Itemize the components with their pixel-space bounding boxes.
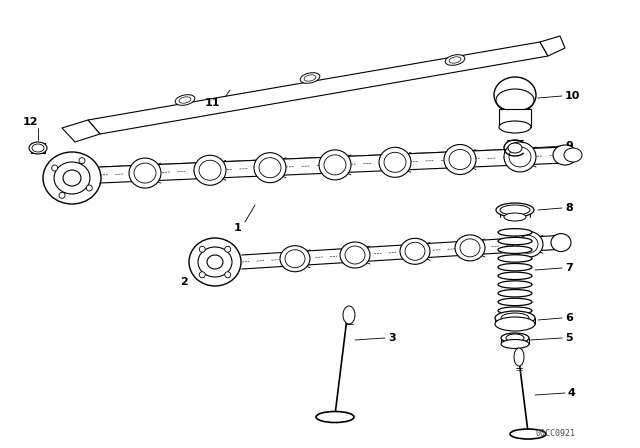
Ellipse shape: [518, 235, 538, 253]
Ellipse shape: [509, 147, 531, 167]
Ellipse shape: [324, 155, 346, 175]
Ellipse shape: [551, 233, 571, 252]
Ellipse shape: [29, 142, 47, 154]
Ellipse shape: [343, 306, 355, 324]
Circle shape: [79, 158, 85, 164]
Ellipse shape: [444, 145, 476, 175]
Ellipse shape: [259, 158, 281, 178]
Ellipse shape: [198, 247, 232, 277]
Text: 8: 8: [565, 203, 573, 213]
Ellipse shape: [498, 281, 532, 288]
Ellipse shape: [384, 152, 406, 172]
Circle shape: [199, 272, 205, 278]
Ellipse shape: [496, 89, 534, 111]
Ellipse shape: [498, 255, 532, 262]
Ellipse shape: [498, 237, 532, 245]
Ellipse shape: [504, 213, 526, 221]
Ellipse shape: [455, 235, 485, 261]
Ellipse shape: [179, 97, 191, 103]
Polygon shape: [540, 36, 565, 56]
Ellipse shape: [498, 307, 532, 314]
Ellipse shape: [514, 348, 524, 366]
Ellipse shape: [285, 250, 305, 268]
Ellipse shape: [498, 298, 532, 306]
Ellipse shape: [134, 163, 156, 183]
Ellipse shape: [498, 228, 532, 236]
Ellipse shape: [504, 142, 536, 172]
Ellipse shape: [495, 311, 535, 325]
Ellipse shape: [340, 242, 370, 268]
Text: 9: 9: [565, 141, 573, 151]
Ellipse shape: [460, 239, 480, 257]
Text: 3: 3: [388, 333, 396, 343]
Ellipse shape: [300, 73, 320, 83]
Ellipse shape: [495, 317, 535, 331]
Ellipse shape: [513, 231, 543, 257]
Text: 4: 4: [568, 388, 576, 398]
Text: 6: 6: [565, 313, 573, 323]
Ellipse shape: [189, 238, 241, 286]
Ellipse shape: [499, 121, 531, 133]
Text: 12: 12: [22, 117, 38, 127]
Ellipse shape: [498, 272, 532, 280]
Ellipse shape: [506, 334, 524, 342]
Ellipse shape: [553, 145, 577, 165]
Circle shape: [199, 246, 205, 252]
Ellipse shape: [254, 153, 286, 183]
Ellipse shape: [500, 205, 530, 215]
Polygon shape: [88, 42, 548, 134]
Text: 2: 2: [180, 277, 188, 287]
Circle shape: [225, 272, 231, 278]
Polygon shape: [62, 120, 100, 142]
Circle shape: [86, 185, 92, 191]
Text: 10: 10: [565, 91, 580, 101]
Bar: [499, 109, 531, 127]
Ellipse shape: [43, 152, 101, 204]
Ellipse shape: [405, 242, 425, 260]
Ellipse shape: [449, 57, 461, 63]
Ellipse shape: [501, 313, 529, 323]
Text: 11: 11: [204, 98, 220, 108]
Ellipse shape: [498, 246, 532, 254]
Ellipse shape: [508, 143, 522, 153]
Ellipse shape: [319, 150, 351, 180]
Ellipse shape: [316, 412, 354, 422]
Ellipse shape: [400, 238, 430, 264]
Ellipse shape: [194, 155, 226, 185]
Ellipse shape: [54, 162, 90, 194]
Ellipse shape: [63, 170, 81, 186]
Ellipse shape: [345, 246, 365, 264]
Ellipse shape: [175, 95, 195, 105]
Ellipse shape: [496, 203, 534, 217]
Ellipse shape: [32, 144, 44, 152]
Ellipse shape: [449, 150, 471, 169]
Ellipse shape: [379, 147, 411, 177]
Ellipse shape: [501, 333, 529, 343]
Ellipse shape: [498, 289, 532, 297]
Ellipse shape: [280, 246, 310, 272]
Text: 1: 1: [234, 223, 242, 233]
Ellipse shape: [510, 429, 546, 439]
Circle shape: [52, 165, 58, 171]
Text: 00CC0921: 00CC0921: [535, 429, 575, 438]
Circle shape: [225, 246, 231, 252]
Ellipse shape: [564, 148, 582, 162]
Circle shape: [59, 192, 65, 198]
Text: 5: 5: [565, 333, 573, 343]
Ellipse shape: [494, 77, 536, 113]
Ellipse shape: [501, 340, 529, 349]
Ellipse shape: [445, 55, 465, 65]
Ellipse shape: [498, 263, 532, 271]
Ellipse shape: [199, 160, 221, 180]
Ellipse shape: [207, 255, 223, 269]
Ellipse shape: [129, 158, 161, 188]
Text: 7: 7: [565, 263, 573, 273]
Ellipse shape: [304, 75, 316, 81]
